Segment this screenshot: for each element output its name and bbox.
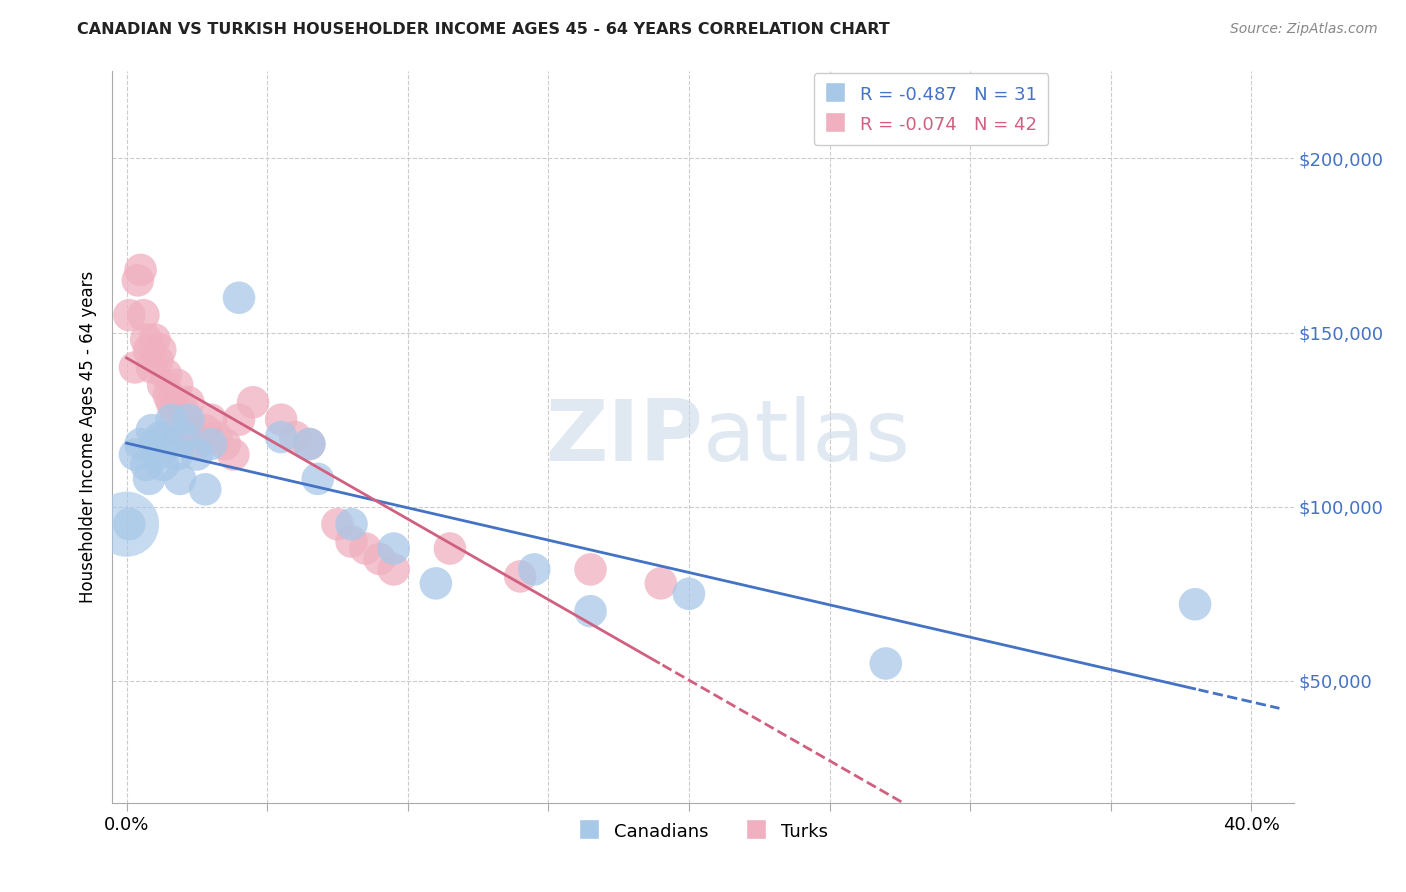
Point — [678, 587, 700, 601]
Point — [242, 395, 264, 409]
Point — [141, 423, 163, 437]
Text: atlas: atlas — [703, 395, 911, 479]
Point — [439, 541, 461, 556]
Point — [141, 360, 163, 375]
Point — [169, 472, 191, 486]
Point — [200, 437, 222, 451]
Point — [115, 517, 138, 532]
Point — [270, 412, 292, 426]
Text: ZIP: ZIP — [546, 395, 703, 479]
Point — [284, 430, 307, 444]
Point — [650, 576, 672, 591]
Point — [143, 333, 166, 347]
Point — [169, 423, 191, 437]
Point — [149, 430, 172, 444]
Point — [509, 569, 531, 583]
Text: CANADIAN VS TURKISH HOUSEHOLDER INCOME AGES 45 - 64 YEARS CORRELATION CHART: CANADIAN VS TURKISH HOUSEHOLDER INCOME A… — [77, 22, 890, 37]
Point — [152, 458, 174, 472]
Point — [354, 541, 377, 556]
Point — [368, 552, 391, 566]
Point — [298, 437, 321, 451]
Point — [186, 448, 208, 462]
Point — [157, 437, 180, 451]
Point — [222, 448, 245, 462]
Point — [307, 472, 329, 486]
Point — [172, 430, 194, 444]
Point — [579, 562, 602, 576]
Point — [200, 412, 222, 426]
Point — [579, 604, 602, 618]
Point — [132, 308, 155, 322]
Point — [124, 448, 146, 462]
Point — [1184, 597, 1206, 611]
Point — [194, 483, 217, 497]
Point — [166, 377, 188, 392]
Point — [177, 395, 200, 409]
Point — [205, 430, 228, 444]
Point — [382, 541, 405, 556]
Point — [152, 377, 174, 392]
Point — [157, 388, 180, 402]
Point — [118, 517, 141, 532]
Legend: Canadians, Turks: Canadians, Turks — [571, 814, 835, 848]
Text: Source: ZipAtlas.com: Source: ZipAtlas.com — [1230, 22, 1378, 37]
Point — [160, 395, 183, 409]
Point — [340, 534, 363, 549]
Point — [340, 517, 363, 532]
Point — [180, 423, 202, 437]
Point — [166, 448, 188, 462]
Point — [875, 657, 897, 671]
Point — [127, 273, 149, 287]
Point — [135, 458, 157, 472]
Point — [326, 517, 349, 532]
Point — [194, 423, 217, 437]
Point — [172, 402, 194, 417]
Point — [425, 576, 447, 591]
Point — [523, 562, 546, 576]
Point — [138, 343, 160, 357]
Point — [135, 333, 157, 347]
Point — [270, 430, 292, 444]
Point — [382, 562, 405, 576]
Point — [155, 368, 177, 382]
Point — [214, 437, 236, 451]
Y-axis label: Householder Income Ages 45 - 64 years: Householder Income Ages 45 - 64 years — [79, 271, 97, 603]
Point — [129, 437, 152, 451]
Point — [163, 402, 186, 417]
Point — [228, 412, 250, 426]
Point — [298, 437, 321, 451]
Point — [118, 308, 141, 322]
Point — [177, 412, 200, 426]
Point — [174, 412, 197, 426]
Point — [149, 343, 172, 357]
Point — [143, 437, 166, 451]
Point — [129, 263, 152, 277]
Point — [186, 437, 208, 451]
Point — [124, 360, 146, 375]
Point — [160, 412, 183, 426]
Point — [146, 353, 169, 368]
Point — [138, 472, 160, 486]
Point — [146, 448, 169, 462]
Point — [228, 291, 250, 305]
